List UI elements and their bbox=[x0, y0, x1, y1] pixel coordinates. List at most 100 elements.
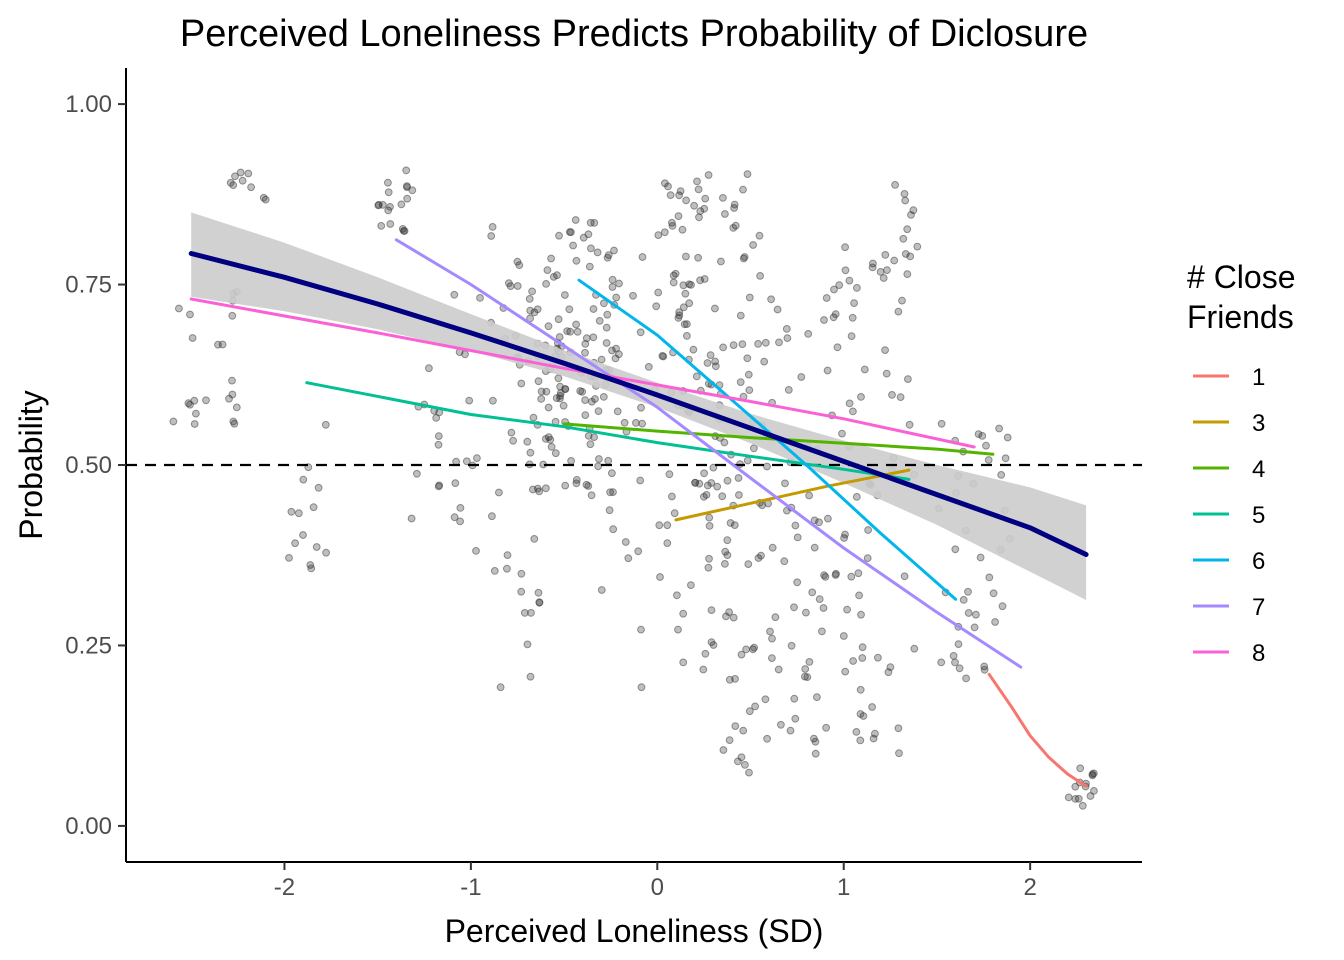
scatter-point bbox=[856, 685, 865, 694]
scatter-point bbox=[841, 266, 850, 275]
scatter-point bbox=[730, 521, 739, 529]
scatter-point bbox=[403, 194, 412, 203]
scatter-point bbox=[682, 196, 690, 205]
scatter-point bbox=[720, 438, 729, 447]
scatter-point bbox=[959, 596, 968, 604]
scatter-point bbox=[588, 397, 596, 406]
scatter-point bbox=[228, 376, 236, 385]
scatter-point bbox=[523, 437, 532, 446]
scatter-point bbox=[571, 216, 580, 224]
scatter-point bbox=[450, 513, 459, 522]
scatter-point bbox=[709, 641, 718, 649]
scatter-point bbox=[739, 185, 747, 194]
scatter-point bbox=[937, 419, 946, 428]
scatter-point bbox=[594, 462, 602, 471]
scatter-point bbox=[790, 694, 799, 703]
scatter-point bbox=[881, 251, 890, 259]
scatter-point bbox=[815, 595, 824, 603]
scatter-point bbox=[609, 488, 617, 497]
scatter-point bbox=[244, 169, 253, 178]
scatter-point bbox=[488, 223, 497, 231]
scatter-point bbox=[805, 491, 813, 500]
scatter-point bbox=[868, 263, 877, 272]
scatter-point bbox=[843, 605, 851, 614]
scatter-point bbox=[774, 665, 783, 674]
scatter-point bbox=[793, 533, 802, 542]
scatter-point bbox=[526, 672, 535, 681]
scatter-point bbox=[803, 673, 812, 681]
scatter-point bbox=[891, 181, 899, 189]
scatter-point bbox=[723, 476, 732, 485]
scatter-point bbox=[847, 332, 856, 341]
scatter-point bbox=[738, 340, 747, 349]
scatter-point bbox=[533, 484, 542, 493]
scatter-point bbox=[739, 726, 748, 735]
scatter-point bbox=[673, 591, 681, 600]
legend-title-line: # Close bbox=[1187, 259, 1296, 295]
scatter-point bbox=[951, 658, 959, 667]
scatter-point bbox=[858, 654, 867, 662]
scatter-point bbox=[719, 194, 727, 202]
scatter-point bbox=[978, 432, 987, 440]
scatter-point bbox=[582, 334, 591, 343]
scatter-point bbox=[964, 587, 972, 596]
scatter-point bbox=[551, 449, 560, 458]
scatter-point bbox=[634, 547, 643, 556]
scatter-point bbox=[801, 665, 810, 673]
scatter-point bbox=[823, 366, 832, 375]
scatter-point bbox=[813, 693, 821, 701]
scatter-point bbox=[503, 551, 512, 559]
scatter-point bbox=[780, 557, 789, 566]
scatter-point bbox=[542, 484, 550, 493]
scatter-point bbox=[526, 448, 535, 457]
scatter-point bbox=[745, 707, 754, 716]
scatter-point bbox=[666, 191, 675, 200]
scatter-point bbox=[787, 641, 796, 650]
scatter-point bbox=[670, 509, 679, 518]
scatter-point bbox=[681, 289, 690, 298]
scatter-point bbox=[705, 513, 714, 522]
scatter-point bbox=[214, 340, 222, 349]
scatter-point bbox=[886, 663, 895, 671]
scatter-point bbox=[768, 634, 776, 643]
scatter-point bbox=[567, 457, 575, 465]
scatter-point bbox=[815, 518, 823, 527]
scatter-point bbox=[818, 627, 826, 636]
scatter-point bbox=[833, 343, 842, 352]
scatter-point bbox=[822, 723, 830, 732]
scatter-point bbox=[629, 291, 637, 300]
scatter-point bbox=[620, 418, 629, 427]
scatter-point bbox=[309, 503, 318, 512]
scatter-point bbox=[615, 350, 623, 359]
scatter-point bbox=[767, 295, 775, 304]
scatter-point bbox=[594, 407, 603, 416]
scatter-point bbox=[503, 564, 511, 573]
scatter-point bbox=[581, 411, 590, 420]
scatter-point bbox=[717, 257, 725, 266]
scatter-point bbox=[695, 479, 704, 488]
scatter-point bbox=[507, 428, 516, 437]
scatter-point bbox=[384, 178, 392, 187]
scatter-point bbox=[569, 241, 577, 250]
scatter-point bbox=[509, 436, 517, 445]
scatter-point bbox=[572, 479, 581, 488]
scatter-point bbox=[676, 187, 685, 196]
scatter-point bbox=[811, 749, 820, 758]
scatter-point bbox=[707, 479, 716, 487]
scatter-point bbox=[683, 332, 691, 340]
scatter-point bbox=[534, 588, 543, 597]
scatter-point bbox=[585, 262, 594, 271]
scatter-point bbox=[555, 333, 564, 341]
scatter-point bbox=[810, 516, 819, 525]
scatter-point bbox=[700, 275, 709, 283]
scatter-point bbox=[612, 293, 621, 302]
scatter-point bbox=[589, 305, 598, 313]
scatter-point bbox=[543, 266, 552, 275]
scatter-point bbox=[226, 178, 235, 187]
scatter-point bbox=[856, 736, 865, 745]
scatter-point bbox=[903, 270, 912, 279]
scatter-point bbox=[523, 640, 532, 649]
scatter-point bbox=[734, 757, 742, 766]
scatter-point bbox=[425, 364, 433, 373]
scatter-point bbox=[307, 564, 316, 573]
